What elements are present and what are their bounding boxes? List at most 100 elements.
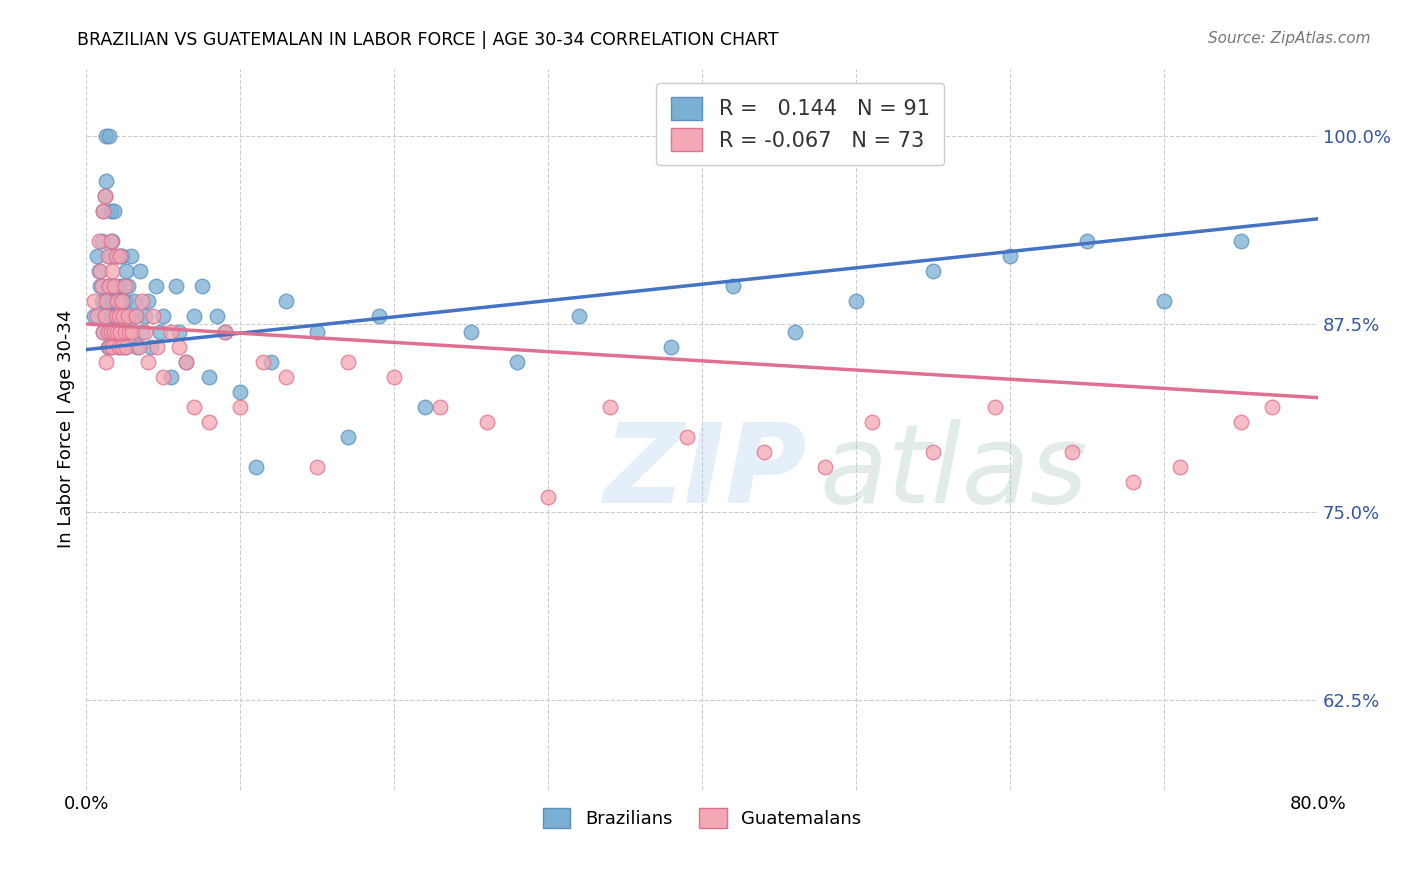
Point [141,310,163,324]
Point [108,249,131,263]
Point [506,354,529,368]
Point [114,325,136,339]
Point [101,340,124,354]
Point [121,325,143,339]
Point [984,400,1007,414]
Point [675,430,697,444]
Point [98,129,121,144]
Point [152,369,174,384]
Point [131,325,153,339]
Point [108,294,131,309]
Point [146,340,169,354]
Point [183,310,205,324]
Point [167,340,190,354]
Point [105,310,128,324]
Point [783,325,806,339]
Point [117,279,139,293]
Point [100,235,122,249]
Point [245,459,267,474]
Point [136,294,159,309]
Point [1153,294,1175,309]
Point [429,400,451,414]
Point [100,325,122,339]
Point [122,294,145,309]
Point [105,294,128,309]
Point [86,249,108,263]
Point [105,325,128,339]
Point [198,415,221,429]
Point [599,400,621,414]
Point [108,249,131,263]
Point [97,249,120,263]
Point [160,325,183,339]
Point [129,264,152,278]
Point [100,310,122,324]
Point [101,235,124,249]
Point [90,294,112,309]
Point [94,310,117,324]
Point [96,354,118,368]
Point [922,264,945,278]
Point [165,279,187,293]
Point [107,340,129,354]
Point [721,279,744,293]
Point [114,294,136,309]
Point [1168,459,1191,474]
Point [87,264,110,278]
Point [260,354,283,368]
Point [111,249,134,263]
Point [103,204,125,219]
Point [152,310,174,324]
Point [83,294,105,309]
Point [86,310,108,324]
Point [87,235,110,249]
Text: atlas: atlas [820,419,1088,526]
Point [89,279,111,293]
Legend: Brazilians, Guatemalans: Brazilians, Guatemalans [536,801,869,835]
Point [98,340,121,354]
Point [91,204,114,219]
Point [96,294,118,309]
Point [112,325,135,339]
Point [214,325,236,339]
Point [97,340,120,354]
Point [114,279,136,293]
Point [103,279,125,293]
Point [118,310,141,324]
Point [114,340,136,354]
Point [111,340,134,354]
Point [1060,444,1083,458]
Point [413,400,436,414]
Point [124,310,146,324]
Point [108,325,131,339]
Point [124,310,146,324]
Point [127,340,149,354]
Point [120,249,142,263]
Point [307,325,329,339]
Point [101,264,124,278]
Point [205,310,228,324]
Point [128,340,150,354]
Point [107,279,129,293]
Point [252,354,274,368]
Point [104,310,127,324]
Point [229,384,252,399]
Point [145,279,167,293]
Point [460,325,482,339]
Point [96,129,118,144]
Point [91,325,114,339]
Point [337,430,360,444]
Point [661,340,683,354]
Point [229,400,252,414]
Y-axis label: In Labor Force | Age 30-34: In Labor Force | Age 30-34 [58,310,75,549]
Point [1230,415,1253,429]
Point [103,325,125,339]
Point [860,415,883,429]
Point [111,294,134,309]
Point [101,325,124,339]
Point [105,325,128,339]
Point [475,415,498,429]
Point [382,369,405,384]
Point [94,189,117,203]
Point [1076,235,1098,249]
